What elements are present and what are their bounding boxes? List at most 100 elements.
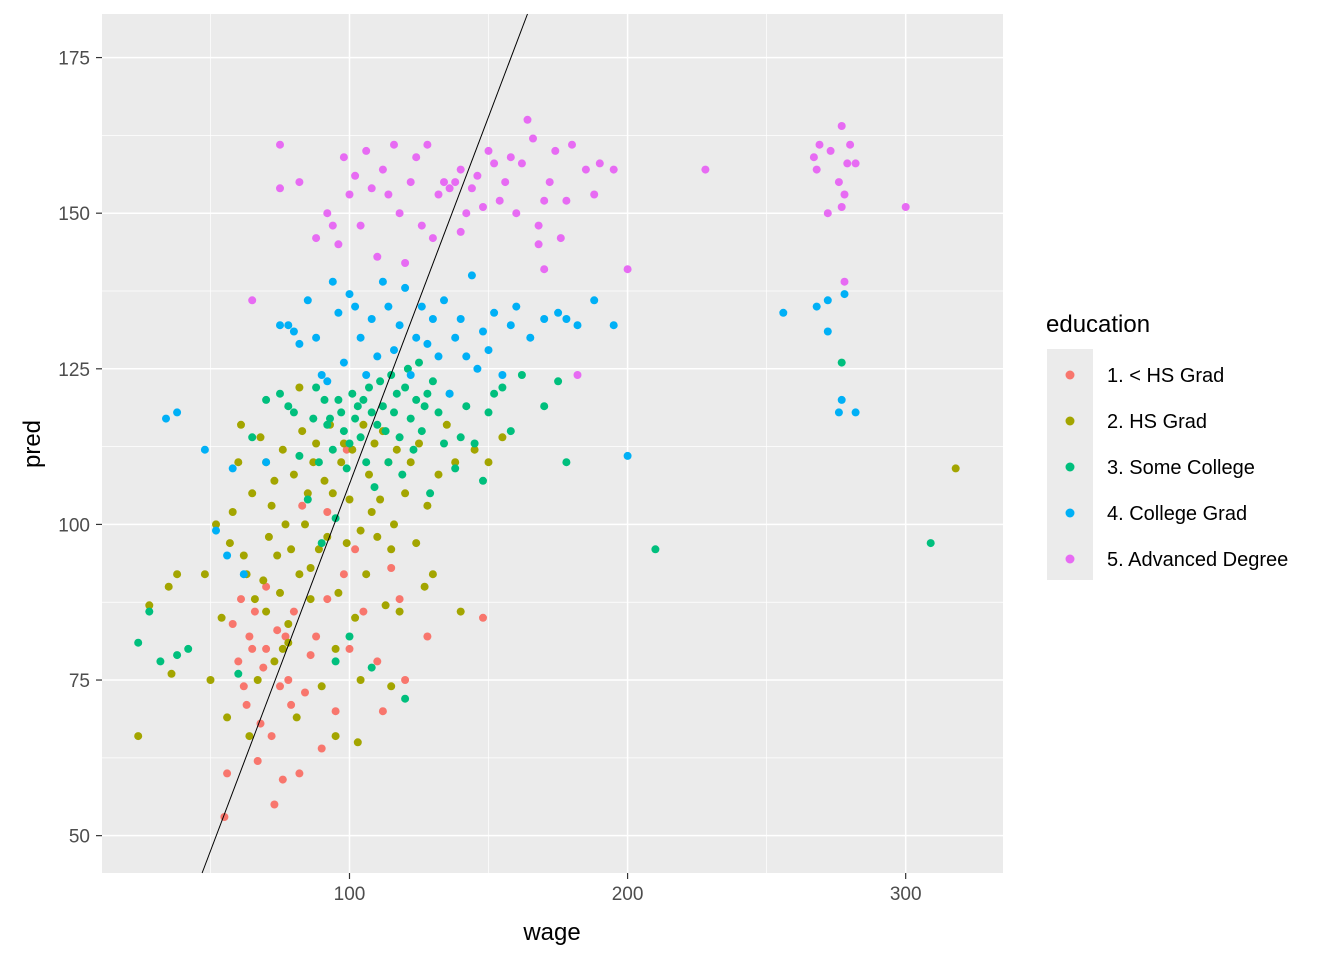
data-point: [373, 657, 382, 666]
data-point: [292, 713, 301, 722]
data-point: [512, 302, 521, 311]
y-tick-label: 75: [69, 671, 90, 692]
data-point: [384, 458, 393, 467]
data-point: [145, 601, 154, 610]
data-point: [498, 433, 507, 442]
data-point: [323, 532, 332, 541]
data-point: [387, 682, 396, 691]
data-point: [381, 601, 390, 610]
data-point: [815, 140, 824, 149]
data-point: [440, 296, 448, 305]
data-point: [545, 178, 554, 187]
series-5: [248, 115, 910, 379]
data-point: [417, 427, 426, 436]
data-point: [237, 595, 245, 604]
data-point: [701, 165, 710, 174]
data-point: [278, 445, 287, 454]
data-point: [270, 800, 279, 809]
data-point: [356, 433, 365, 442]
data-point: [284, 402, 293, 411]
data-point: [337, 408, 346, 417]
data-point: [479, 327, 487, 336]
data-point: [484, 408, 493, 417]
data-point: [840, 277, 849, 286]
data-point: [434, 190, 443, 199]
data-point: [467, 271, 476, 280]
data-point: [378, 165, 387, 174]
data-point: [823, 327, 832, 336]
data-point: [423, 501, 432, 510]
data-point: [317, 371, 326, 379]
data-point: [651, 545, 660, 554]
data-point: [412, 539, 421, 548]
data-point: [484, 458, 493, 467]
data-point: [395, 595, 404, 604]
data-point: [412, 395, 421, 404]
data-point: [428, 377, 437, 386]
data-point: [467, 184, 476, 193]
data-point: [295, 451, 304, 460]
data-point: [837, 358, 846, 367]
data-point: [317, 682, 326, 691]
data-point: [345, 644, 354, 653]
data-point: [276, 389, 284, 398]
data-point: [417, 221, 426, 230]
data-point: [362, 371, 371, 379]
data-point: [426, 489, 435, 498]
data-point: [276, 184, 284, 193]
y-axis: 50 75 100 125 150 175: [58, 49, 102, 848]
legend-label-4: 4. College Grad: [1107, 503, 1247, 525]
data-point: [823, 209, 832, 218]
data-point: [145, 607, 154, 616]
data-point: [331, 644, 340, 653]
y-tick-label: 175: [58, 49, 90, 70]
data-point: [423, 632, 432, 641]
data-point: [490, 308, 499, 317]
data-point: [401, 383, 410, 392]
data-point: [312, 632, 321, 641]
data-point: [356, 333, 365, 342]
data-point: [440, 439, 448, 448]
data-point: [473, 364, 482, 373]
data-point: [428, 234, 437, 243]
data-point: [223, 551, 232, 560]
data-point: [248, 433, 257, 442]
data-point: [479, 203, 487, 211]
data-point: [228, 464, 237, 473]
data-point: [345, 495, 354, 504]
data-point: [173, 408, 182, 417]
data-point: [451, 333, 460, 342]
data-point: [273, 626, 282, 635]
data-point: [367, 315, 376, 323]
data-point: [345, 290, 354, 299]
data-point: [392, 445, 401, 454]
data-point: [301, 688, 309, 697]
x-tick-label: 100: [334, 884, 366, 905]
data-point: [837, 122, 846, 130]
data-point: [295, 178, 304, 187]
data-point: [573, 371, 582, 379]
data-point: [351, 414, 360, 423]
data-point: [554, 308, 563, 317]
data-point: [390, 408, 398, 417]
data-point: [826, 146, 835, 155]
data-point: [303, 296, 312, 305]
data-point: [212, 520, 220, 529]
data-point: [470, 439, 479, 448]
data-point: [398, 470, 407, 479]
data-point: [378, 402, 387, 411]
data-point: [395, 321, 404, 330]
data-point: [823, 296, 832, 305]
data-point: [317, 539, 326, 548]
legend-label-3: 3. Some College: [1107, 457, 1255, 479]
data-point: [267, 732, 276, 741]
data-point: [276, 682, 284, 691]
data-point: [345, 439, 354, 448]
data-point: [445, 184, 454, 193]
data-point: [309, 414, 318, 423]
data-point: [289, 470, 298, 479]
data-point: [323, 595, 332, 604]
data-point: [276, 588, 284, 597]
data-point: [281, 632, 290, 641]
data-point: [812, 302, 821, 311]
